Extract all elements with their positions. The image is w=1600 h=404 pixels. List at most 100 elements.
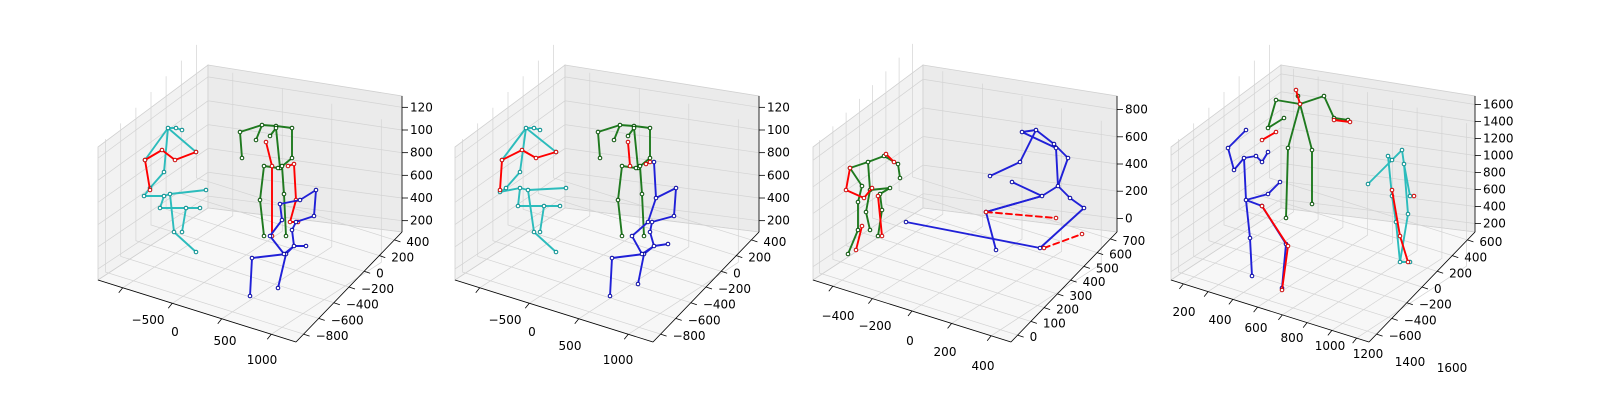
x-gridline	[271, 119, 382, 335]
y-tick	[1070, 279, 1077, 283]
joint-point	[1405, 211, 1411, 217]
joint-point	[1285, 243, 1291, 249]
bone	[499, 159, 503, 191]
x-tick	[1327, 330, 1333, 336]
joint-point	[665, 241, 671, 247]
joint-point	[863, 209, 869, 215]
y-tick-label: 700	[1122, 234, 1145, 248]
joint-point	[861, 195, 867, 201]
joint-point	[1389, 157, 1395, 163]
z-gridline	[97, 124, 403, 203]
skeleton-series-1	[1265, 93, 1351, 221]
bone	[251, 253, 287, 259]
y-tick	[660, 333, 667, 337]
x-tick	[1302, 322, 1308, 328]
joint-point	[1259, 137, 1265, 143]
bone	[1399, 235, 1409, 263]
joint-point	[1259, 203, 1265, 209]
joint-point	[627, 163, 633, 169]
y-gridline	[1208, 107, 1408, 304]
joint-point	[1309, 147, 1315, 153]
joint-point	[897, 175, 903, 181]
x-tick	[623, 334, 629, 340]
bone	[1021, 131, 1057, 149]
joint-point	[247, 293, 253, 299]
bone	[1057, 185, 1071, 199]
joint-point	[515, 203, 521, 209]
joint-point	[287, 219, 293, 225]
bone	[1403, 163, 1409, 215]
y-tick-label: −600	[688, 313, 721, 327]
joint-point	[647, 125, 653, 131]
bone	[169, 189, 207, 195]
joint-point	[499, 157, 505, 163]
y-tick-label: 300	[1069, 289, 1092, 303]
bone	[144, 127, 169, 161]
y-tick	[751, 239, 758, 243]
z-tick-label: 100	[767, 123, 790, 137]
joint-point	[289, 155, 295, 161]
x-tick	[986, 335, 992, 342]
joint-point	[651, 159, 657, 165]
joint-point	[203, 187, 209, 193]
x-axis-line	[454, 279, 654, 343]
y-gridline	[832, 126, 1032, 322]
joint-point	[533, 155, 539, 161]
bone	[845, 189, 865, 199]
z-tick-label: 800	[410, 146, 433, 160]
joint-point	[1405, 259, 1411, 265]
bone	[631, 221, 649, 237]
y-gridline	[196, 44, 395, 241]
joint-point	[859, 183, 865, 189]
y-gridline	[165, 76, 365, 272]
z-tick-label: 200	[410, 214, 433, 228]
skeleton-series-6	[1389, 187, 1417, 265]
x-tick-label: 1000	[1315, 339, 1346, 353]
y-gridline	[537, 60, 737, 256]
bone	[1249, 237, 1253, 277]
x-tick-label: 1400	[1395, 355, 1426, 369]
joint-point	[653, 195, 659, 201]
bone	[597, 131, 601, 159]
joint-point	[165, 125, 171, 131]
z-tick-label: 400	[1483, 200, 1506, 214]
bone	[167, 127, 197, 153]
joint-point	[1397, 233, 1403, 239]
x-tick	[217, 318, 223, 324]
y-tick	[1030, 320, 1038, 324]
joint-point	[557, 203, 563, 209]
bone	[1333, 117, 1349, 121]
bone	[1055, 147, 1059, 187]
y-tick	[1452, 255, 1459, 258]
y-gridline	[1269, 44, 1468, 241]
z-gridline	[97, 148, 403, 225]
x-tick	[1253, 306, 1258, 313]
x-tick	[1278, 314, 1283, 321]
x-tick	[907, 310, 913, 317]
x-gridline	[628, 119, 739, 335]
joint-point	[625, 133, 631, 139]
y-tick	[705, 286, 713, 290]
joint-point	[1281, 115, 1287, 121]
bone	[989, 161, 1021, 177]
x-tick-label: 200	[1173, 305, 1196, 319]
z-tick-label: 120	[410, 100, 433, 114]
y-tick-label: 0	[376, 266, 384, 280]
bone	[269, 219, 283, 237]
x-tick	[1203, 291, 1209, 297]
bone	[181, 207, 187, 233]
joint-point	[1067, 195, 1073, 201]
z-tick-label: 200	[1125, 184, 1148, 198]
joint-point	[1053, 145, 1059, 151]
joint-point	[1081, 205, 1087, 211]
z-tick-label: 1200	[1483, 132, 1514, 146]
joint-point	[855, 227, 861, 233]
joint-point	[647, 155, 653, 161]
y-tick	[364, 270, 371, 274]
x-tick	[1179, 283, 1184, 290]
z-tick-label: 800	[1483, 166, 1506, 180]
z-tick-label: 100	[410, 123, 433, 137]
joint-point	[903, 219, 909, 225]
x-tick-label: 1000	[603, 353, 634, 367]
z-tick-label: 120	[767, 100, 790, 114]
